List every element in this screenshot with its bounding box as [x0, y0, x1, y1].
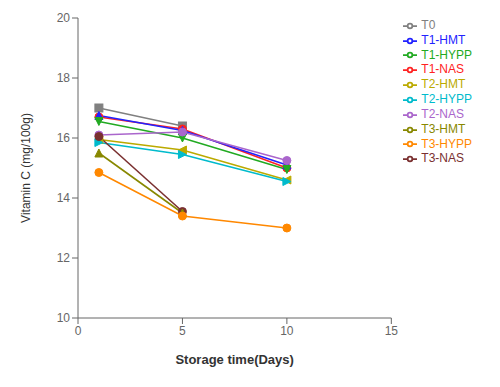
html-text:T1-NAS: T1-NAS — [421, 62, 464, 77]
html-text:T1-HYPP: T1-HYPP — [421, 47, 472, 62]
html-text:T2-NAS: T2-NAS — [421, 107, 464, 121]
svg-text:10: 10 — [57, 311, 71, 325]
svg-text:10: 10 — [280, 324, 294, 338]
html-text:T3-NAS: T3-NAS — [421, 151, 464, 166]
svg-text:14: 14 — [57, 191, 71, 205]
html-text:T3-HMT: T3-HMT — [421, 121, 466, 136]
html-text:T0: T0 — [421, 18, 436, 32]
html-text:T3-HYPP: T3-HYPP — [421, 136, 472, 151]
svg-text:5: 5 — [179, 324, 186, 338]
svg-text:15: 15 — [385, 324, 399, 338]
svg-text:16: 16 — [57, 131, 71, 145]
svg-text:0: 0 — [75, 324, 82, 338]
html-text:T1-HMT: T1-HMT — [421, 32, 466, 47]
html-text:T2-HYPP: T2-HYPP — [421, 92, 472, 107]
svg-text:12: 12 — [57, 251, 71, 265]
html-text:T2-HMT: T2-HMT — [421, 77, 466, 92]
svg-text:Vitamin C (mg/100g): Vitamin C (mg/100g) — [19, 113, 33, 223]
svg-text:18: 18 — [57, 71, 71, 85]
svg-text:20: 20 — [57, 11, 71, 25]
svg-text:Storage time(Days): Storage time(Days) — [175, 352, 293, 367]
